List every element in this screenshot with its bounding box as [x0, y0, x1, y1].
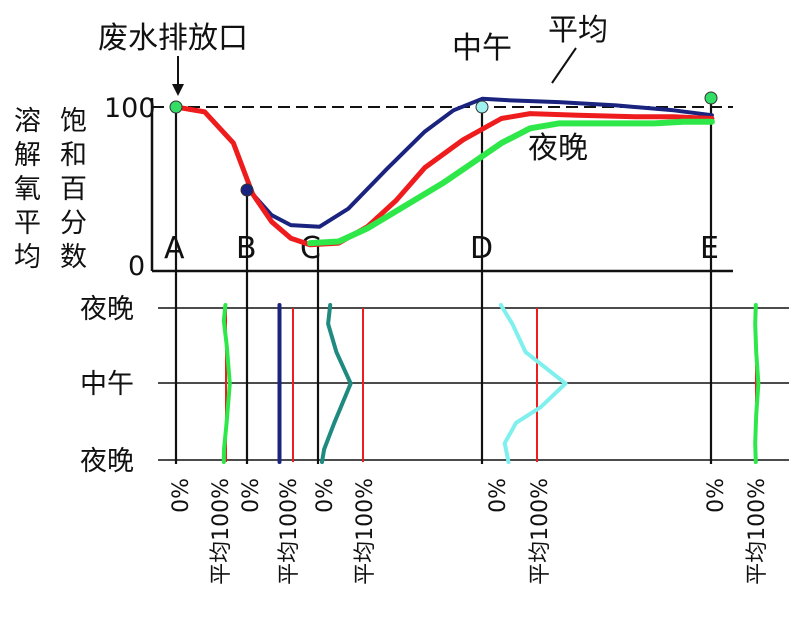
profile-curve-e: [753, 303, 761, 464]
marker-d: [475, 100, 489, 114]
profile-curve-d: [498, 303, 568, 464]
outfall-annotation: 废水排放口: [98, 21, 248, 96]
series-lines: [173, 96, 715, 248]
y-label-char: 溶: [14, 106, 41, 137]
station-letter-c: C: [300, 231, 321, 266]
series-label-average: 平均: [548, 13, 608, 48]
station-letter-e: E: [700, 231, 719, 266]
series-labels: 中午 平均 夜晚: [452, 13, 608, 166]
marker-a: [169, 100, 183, 114]
y-label-char: 饱: [60, 106, 87, 137]
lower-panel: 夜晚 中午 夜晚: [80, 294, 789, 477]
station-letter-b: B: [236, 231, 257, 266]
marker-e: [704, 91, 718, 105]
y-label-char: 氧: [14, 174, 41, 205]
profile-curve-a: [221, 303, 232, 464]
scale-max-label-c: 平均100%: [353, 478, 378, 585]
y-label-char: 分: [60, 208, 87, 239]
lower-label-noon: 中午: [80, 369, 134, 400]
series-label-noon: 中午: [452, 31, 512, 66]
station-letter-a: A: [164, 231, 185, 266]
scale-min-label-d: 0%: [486, 478, 511, 513]
y-label-char: 解: [14, 140, 41, 171]
station-markers: [169, 91, 718, 197]
y-label-char: 平: [14, 208, 41, 239]
series-line-night: [307, 118, 715, 247]
y-label-char: 和: [60, 140, 87, 171]
top-axes: 100 0: [104, 93, 733, 282]
marker-b: [240, 183, 254, 197]
y-tick-0: 0: [128, 251, 145, 282]
scale-min-label-a: 0%: [169, 478, 194, 513]
profile-scale-labels: 0% 平均100% 0% 平均100% 0% 平均100% 0% 平均100% 0% 平均100%: [169, 478, 770, 585]
outfall-arrow-head: [172, 84, 184, 96]
station-lines: A B C D E: [164, 100, 719, 464]
scale-min-label-c: 0%: [313, 478, 338, 513]
series-line-average: [173, 104, 715, 248]
scale-min-label-b: 0%: [239, 478, 264, 513]
scale-max-label-d: 平均100%: [528, 478, 553, 585]
series-label-average-leader: [551, 47, 577, 84]
y-label-char: 均: [14, 242, 41, 273]
lower-label-night-bottom: 夜晚: [80, 446, 134, 477]
scale-min-label-e: 0%: [704, 478, 729, 513]
scale-max-label-b: 平均100%: [277, 478, 302, 585]
station-letter-d: D: [470, 231, 493, 266]
y-label-char: 数: [60, 242, 87, 273]
scale-max-label-e: 平均100%: [745, 478, 770, 585]
scale-max-label-a: 平均100%: [209, 478, 234, 585]
profile-panels: [221, 303, 761, 464]
profile-curve-c: [320, 303, 353, 464]
y-label-char: 百: [60, 174, 87, 205]
outfall-label: 废水排放口: [98, 21, 248, 56]
y-tick-100: 100: [104, 93, 156, 124]
lower-label-night-top: 夜晚: [80, 294, 134, 325]
series-label-night: 夜晚: [528, 131, 588, 166]
